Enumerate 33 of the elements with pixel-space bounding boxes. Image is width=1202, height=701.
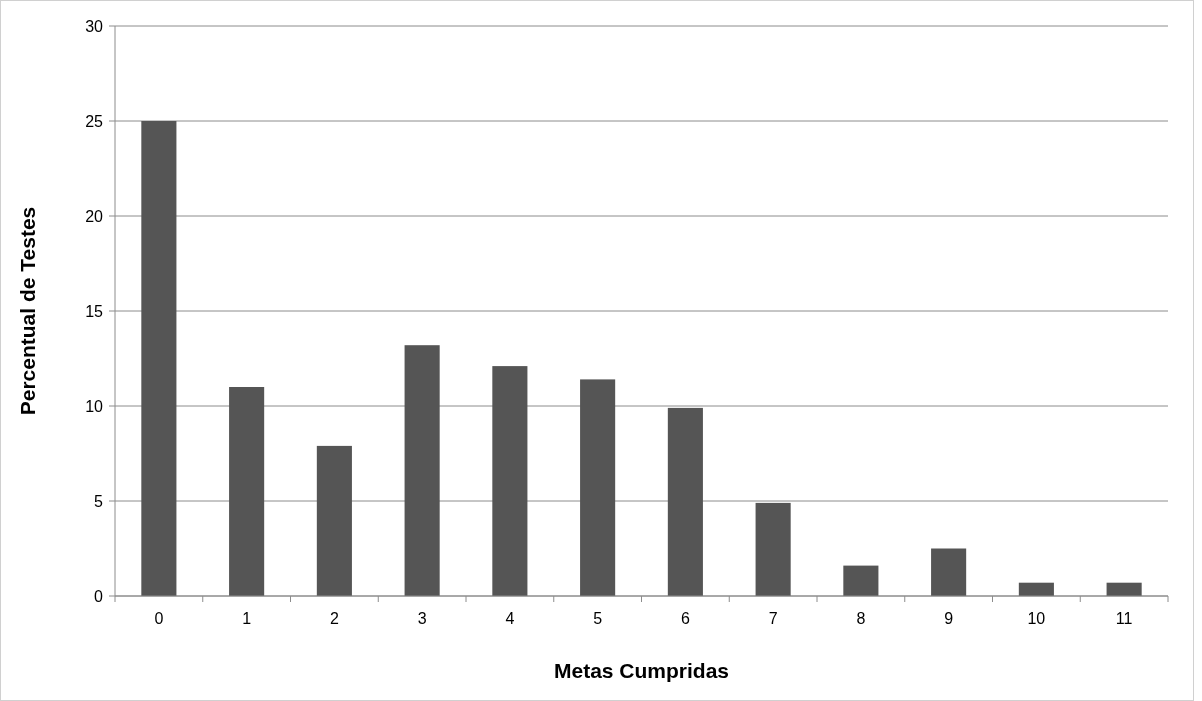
y-tick-label: 10: [85, 397, 104, 415]
x-axis-title: Metas Cumpridas: [553, 659, 730, 682]
bar: [492, 366, 528, 596]
y-axis-title: Percentual de Testes: [16, 206, 39, 416]
x-tick-label: 9: [944, 610, 954, 627]
bar: [316, 445, 352, 596]
x-tick-label: 2: [329, 610, 339, 627]
bar: [580, 379, 616, 596]
bar: [755, 502, 791, 596]
x-tick-label: 7: [768, 610, 778, 627]
y-tick-label: 20: [85, 207, 104, 225]
x-tick-label: 6: [680, 610, 690, 627]
y-tick-label: 5: [94, 492, 104, 510]
x-tick-label: 11: [1115, 610, 1133, 627]
bar: [843, 565, 879, 596]
bar: [141, 121, 177, 596]
x-tick-label: 8: [856, 610, 866, 627]
bar: [1106, 582, 1142, 596]
bar: [404, 345, 440, 596]
x-tick-label: 4: [505, 610, 515, 627]
bar: [229, 387, 265, 596]
y-tick-label: 30: [85, 17, 104, 35]
x-tick-label: 3: [417, 610, 427, 627]
bar: [931, 548, 967, 596]
x-tick-label: 10: [1027, 610, 1046, 627]
bar: [1018, 582, 1054, 596]
x-tick-label: 1: [242, 610, 252, 627]
y-tick-label: 15: [85, 302, 104, 320]
bar: [667, 407, 703, 596]
x-tick-label: 5: [593, 610, 603, 627]
x-tick-label: 0: [154, 610, 164, 627]
y-tick-label: 0: [94, 587, 104, 605]
y-tick-label: 25: [85, 112, 104, 130]
